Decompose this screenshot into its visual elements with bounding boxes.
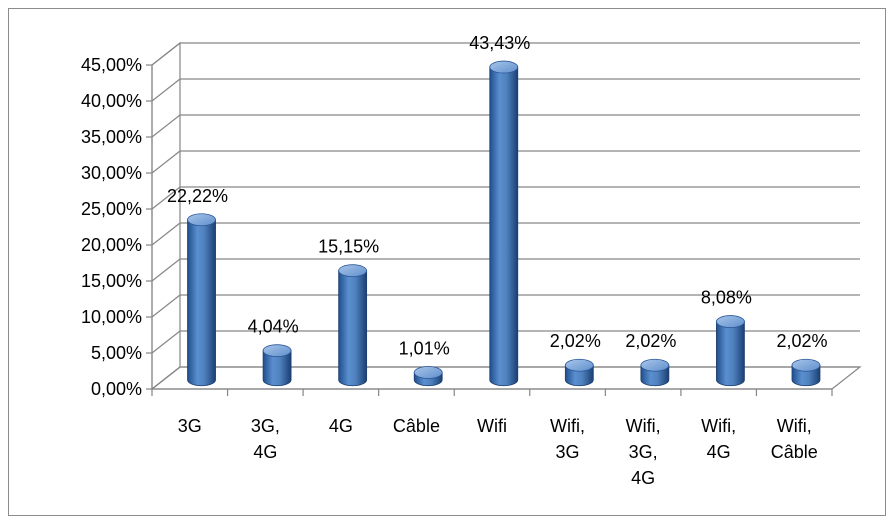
bar-chart: 0,00% 5,00% 10,00% 15,00% 20,00% 25,00% 30,00%… <box>81 33 862 488</box>
gridline-diagonal <box>151 78 181 102</box>
gridline-diagonal <box>151 186 181 210</box>
x-tick-label: 3G, 4G <box>251 416 280 462</box>
gridline-diagonal <box>151 366 181 390</box>
data-label: 2,02% <box>550 331 601 351</box>
chart-frame: 0,00% 5,00% 10,00% 15,00% 20,00% 25,00% 30,00%… <box>8 8 886 516</box>
data-label: 2,02% <box>776 331 827 351</box>
y-tick-label: 35,00% <box>81 127 142 147</box>
data-label: 2,02% <box>625 331 676 351</box>
x-tick-label: 4G <box>329 416 353 436</box>
gridline-diagonal <box>151 222 181 246</box>
bar <box>640 358 670 387</box>
bar <box>262 344 292 387</box>
x-tick-label: Wifi, 3G <box>550 416 585 462</box>
bar <box>413 366 443 387</box>
y-axis: 0,00% 5,00% 10,00% 15,00% 20,00% 25,00% 30,00%… <box>81 55 153 399</box>
gridline-diagonal <box>151 42 181 66</box>
bar <box>187 213 216 387</box>
x-tick-label: Wifi, 4G <box>701 416 736 462</box>
x-tick-label: Wifi, 3G, 4G <box>626 416 661 488</box>
y-tick-label: 15,00% <box>81 271 142 291</box>
bar <box>791 358 821 387</box>
gridlines <box>151 42 860 390</box>
bars <box>187 60 821 387</box>
data-label: 4,04% <box>248 317 299 337</box>
y-tick-label: 45,00% <box>81 55 142 75</box>
x-tick-label: Câble <box>393 416 440 436</box>
data-label: 15,15% <box>318 237 379 257</box>
y-tick-label: 40,00% <box>81 91 142 111</box>
y-tick-label: 10,00% <box>81 307 142 327</box>
gridline-diagonal <box>151 294 181 318</box>
y-tick-label: 0,00% <box>91 379 142 399</box>
y-tick-label: 30,00% <box>81 163 142 183</box>
gridline-diagonal <box>151 258 181 282</box>
y-tick-label: 5,00% <box>91 343 142 363</box>
gridline-diagonal <box>151 330 181 354</box>
side-wall <box>151 41 181 391</box>
x-tick-label: 3G <box>178 416 202 436</box>
data-label: 1,01% <box>399 338 450 358</box>
bar <box>716 315 745 387</box>
gridline-diagonal <box>151 150 181 174</box>
data-labels: 22,22% 4,04% 15,15% 1,01% 43,43% 2,02% 2,02% 8,… <box>167 33 827 358</box>
y-tick-label: 20,00% <box>81 235 142 255</box>
data-label: 8,08% <box>701 288 752 308</box>
bar <box>489 60 519 387</box>
bar <box>564 358 594 387</box>
data-label: 22,22% <box>167 186 228 206</box>
x-tick-label: Wifi, Câble <box>771 416 818 462</box>
data-label: 43,43% <box>469 33 530 53</box>
x-tick-label: Wifi <box>477 416 507 436</box>
x-axis: 3G 3G, 4G 4G Câble Wifi Wifi, 3G Wifi, 3G, 4G Wifi,… <box>151 388 833 488</box>
gridline-diagonal <box>151 114 181 138</box>
bar <box>338 264 368 387</box>
y-tick-label: 25,00% <box>81 199 142 219</box>
